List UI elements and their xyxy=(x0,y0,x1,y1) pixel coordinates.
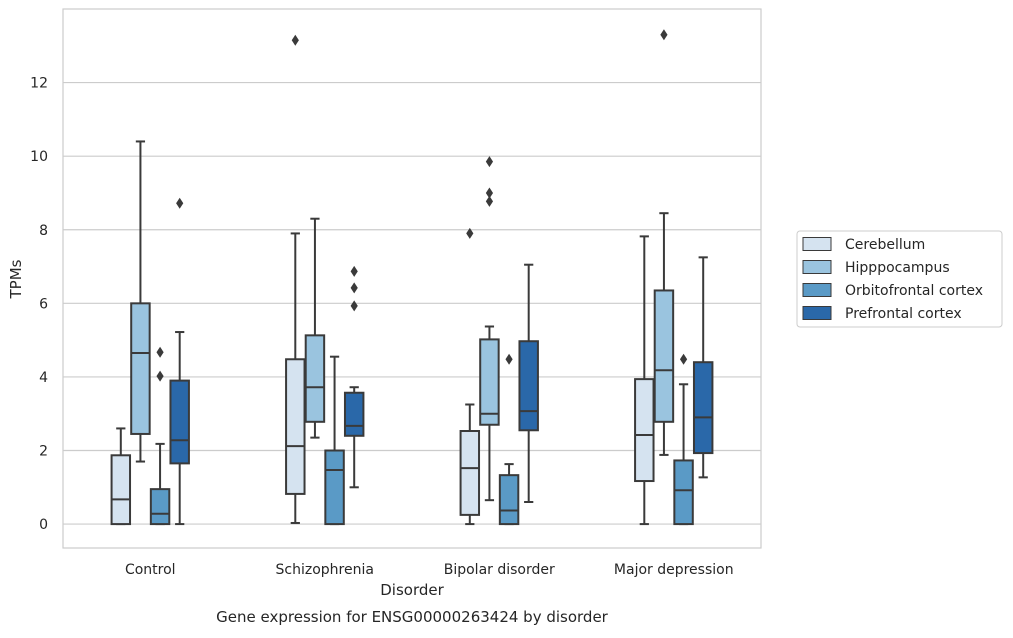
box xyxy=(304,334,326,423)
box xyxy=(343,391,365,437)
legend-swatch xyxy=(802,237,832,251)
outlier-point xyxy=(466,227,474,239)
box xyxy=(479,338,500,426)
outlier-point xyxy=(291,34,299,46)
y-tick-label: 12 xyxy=(30,76,48,92)
box xyxy=(149,488,171,526)
y-tick-label: 2 xyxy=(39,444,48,460)
x-tick-label: Schizophrenia xyxy=(276,562,374,578)
outlier-point xyxy=(156,346,164,358)
legend-label: Orbitofrontal cortex xyxy=(845,283,983,299)
box-group xyxy=(673,353,694,526)
x-tick-label: Major depression xyxy=(614,562,734,578)
legend-frame xyxy=(796,230,1003,328)
x-tick-label: Control xyxy=(125,562,176,578)
outlier-point xyxy=(485,195,494,207)
box-group xyxy=(169,197,190,526)
x-axis-label: Disorder xyxy=(380,581,444,599)
y-tick-label: 4 xyxy=(39,370,48,386)
outlier-point xyxy=(660,29,668,41)
box xyxy=(324,449,345,526)
outlier-point xyxy=(156,370,164,382)
legend-label: Hipppocampus xyxy=(845,260,950,276)
box-group xyxy=(110,427,132,526)
y-tick-labels: 0 2 4 6 8 10 12 xyxy=(30,76,48,534)
box-group xyxy=(130,140,151,463)
x-tick-labels: Control Schizophrenia Bipolar disorder Majo… xyxy=(125,562,734,578)
legend-swatch xyxy=(802,283,832,297)
x-tick-label: Bipolar disorder xyxy=(444,562,555,578)
boxes-layer xyxy=(110,29,714,526)
box xyxy=(169,379,190,465)
box-group xyxy=(692,256,714,479)
legend-items: Cerebellum Hipppocampus Orbitofrontal cort… xyxy=(802,237,983,322)
box-group xyxy=(285,34,306,524)
outlier-point xyxy=(350,265,358,277)
outlier-point xyxy=(679,353,688,365)
y-axis-label: TPMs xyxy=(7,259,25,299)
box xyxy=(634,378,655,483)
legend-swatch xyxy=(802,260,832,274)
outlier-point xyxy=(176,197,184,209)
legend-label: Cerebellum xyxy=(845,237,925,253)
box-group xyxy=(479,156,500,502)
box-group xyxy=(498,353,520,526)
box xyxy=(459,430,481,516)
y-tick-label: 10 xyxy=(30,149,48,165)
chart-caption: Gene expression for ENSG00000263424 by d… xyxy=(216,608,609,626)
box-group xyxy=(634,235,655,526)
outlier-point xyxy=(350,282,358,294)
box-group xyxy=(304,217,326,439)
box xyxy=(653,289,675,423)
box-group xyxy=(324,355,345,526)
legend: Cerebellum Hipppocampus Orbitofrontal cort… xyxy=(796,230,1003,328)
outlier-point xyxy=(505,353,513,365)
y-tick-label: 8 xyxy=(39,223,48,239)
outlier-point xyxy=(485,187,494,199)
outlier-point xyxy=(350,300,358,312)
y-tick-label: 6 xyxy=(39,296,48,312)
box xyxy=(110,454,132,526)
y-tick-label: 0 xyxy=(39,517,48,533)
box-group xyxy=(343,265,365,489)
legend-swatch xyxy=(802,306,832,320)
box xyxy=(692,361,714,455)
box xyxy=(285,358,306,495)
box-group xyxy=(518,263,539,504)
box xyxy=(130,302,151,435)
box xyxy=(498,474,520,526)
box-group xyxy=(459,227,481,526)
plot-frame xyxy=(62,8,762,549)
outlier-point xyxy=(485,156,494,168)
box-group xyxy=(149,346,171,526)
box xyxy=(673,459,694,526)
legend-label: Prefrontal cortex xyxy=(845,306,962,322)
box-group xyxy=(653,29,675,456)
box xyxy=(518,340,539,432)
